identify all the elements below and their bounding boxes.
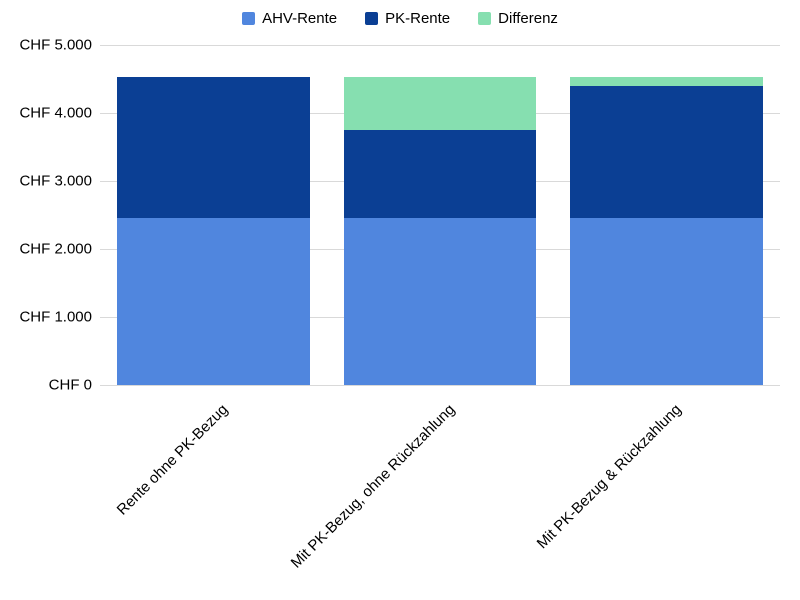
legend-label-ahv: AHV-Rente: [262, 10, 337, 27]
bar-seg-pk: [117, 77, 310, 218]
bar-seg-ahv: [570, 218, 763, 385]
x-label-2: Mit PK-Bezug & Rückzahlung: [534, 401, 685, 552]
legend-item-pk: PK-Rente: [365, 10, 450, 27]
pension-chart: AHV-Rente PK-Rente Differenz CHF 0 CHF 1…: [0, 0, 800, 600]
x-label-1: Mit PK-Bezug, ohne Rückzahlung: [287, 401, 458, 572]
legend-swatch-ahv: [242, 12, 255, 25]
legend-swatch-pk: [365, 12, 378, 25]
legend-label-diff: Differenz: [498, 10, 558, 27]
bar-group-1: [344, 77, 537, 385]
y-tick-1: CHF 1.000: [19, 309, 92, 326]
bar-group-0: [117, 77, 310, 385]
y-tick-0: CHF 0: [49, 377, 92, 394]
legend-swatch-diff: [478, 12, 491, 25]
bar-seg-ahv: [344, 218, 537, 385]
y-tick-4: CHF 4.000: [19, 105, 92, 122]
gridline: [100, 45, 780, 46]
legend-label-pk: PK-Rente: [385, 10, 450, 27]
bar-seg-diff: [344, 77, 537, 130]
bar-seg-ahv: [117, 218, 310, 385]
gridline: [100, 385, 780, 386]
bar-group-2: [570, 77, 763, 385]
legend: AHV-Rente PK-Rente Differenz: [0, 10, 800, 27]
plot-area: [100, 45, 780, 385]
legend-item-diff: Differenz: [478, 10, 558, 27]
bar-seg-diff: [570, 77, 763, 86]
bar-seg-pk: [344, 130, 537, 218]
bar-seg-pk: [570, 86, 763, 219]
y-tick-3: CHF 3.000: [19, 173, 92, 190]
x-label-0: Rente ohne PK-Bezug: [114, 401, 232, 519]
y-tick-5: CHF 5.000: [19, 37, 92, 54]
y-tick-2: CHF 2.000: [19, 241, 92, 258]
legend-item-ahv: AHV-Rente: [242, 10, 337, 27]
